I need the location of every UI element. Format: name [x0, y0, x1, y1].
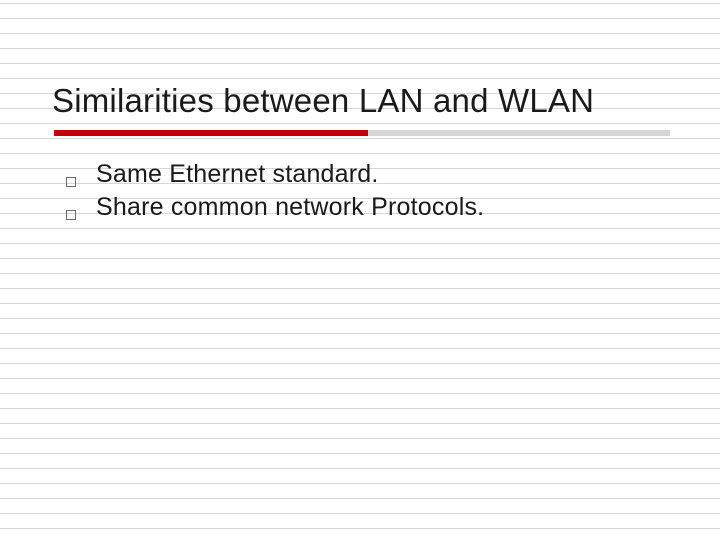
title-wrap: Similarities between LAN and WLAN — [52, 82, 594, 120]
list-item: Share common network Protocols. — [66, 193, 484, 222]
slide: Similarities between LAN and WLAN Same E… — [0, 0, 720, 540]
bullet-text: Same Ethernet standard. — [96, 160, 379, 189]
square-bullet-icon — [66, 210, 76, 220]
bullet-text: Share common network Protocols. — [96, 193, 484, 222]
title-underline-accent — [54, 130, 368, 136]
bullet-list: Same Ethernet standard. Share common net… — [66, 160, 484, 226]
square-bullet-icon — [66, 177, 76, 187]
slide-title: Similarities between LAN and WLAN — [52, 82, 594, 120]
list-item: Same Ethernet standard. — [66, 160, 484, 189]
